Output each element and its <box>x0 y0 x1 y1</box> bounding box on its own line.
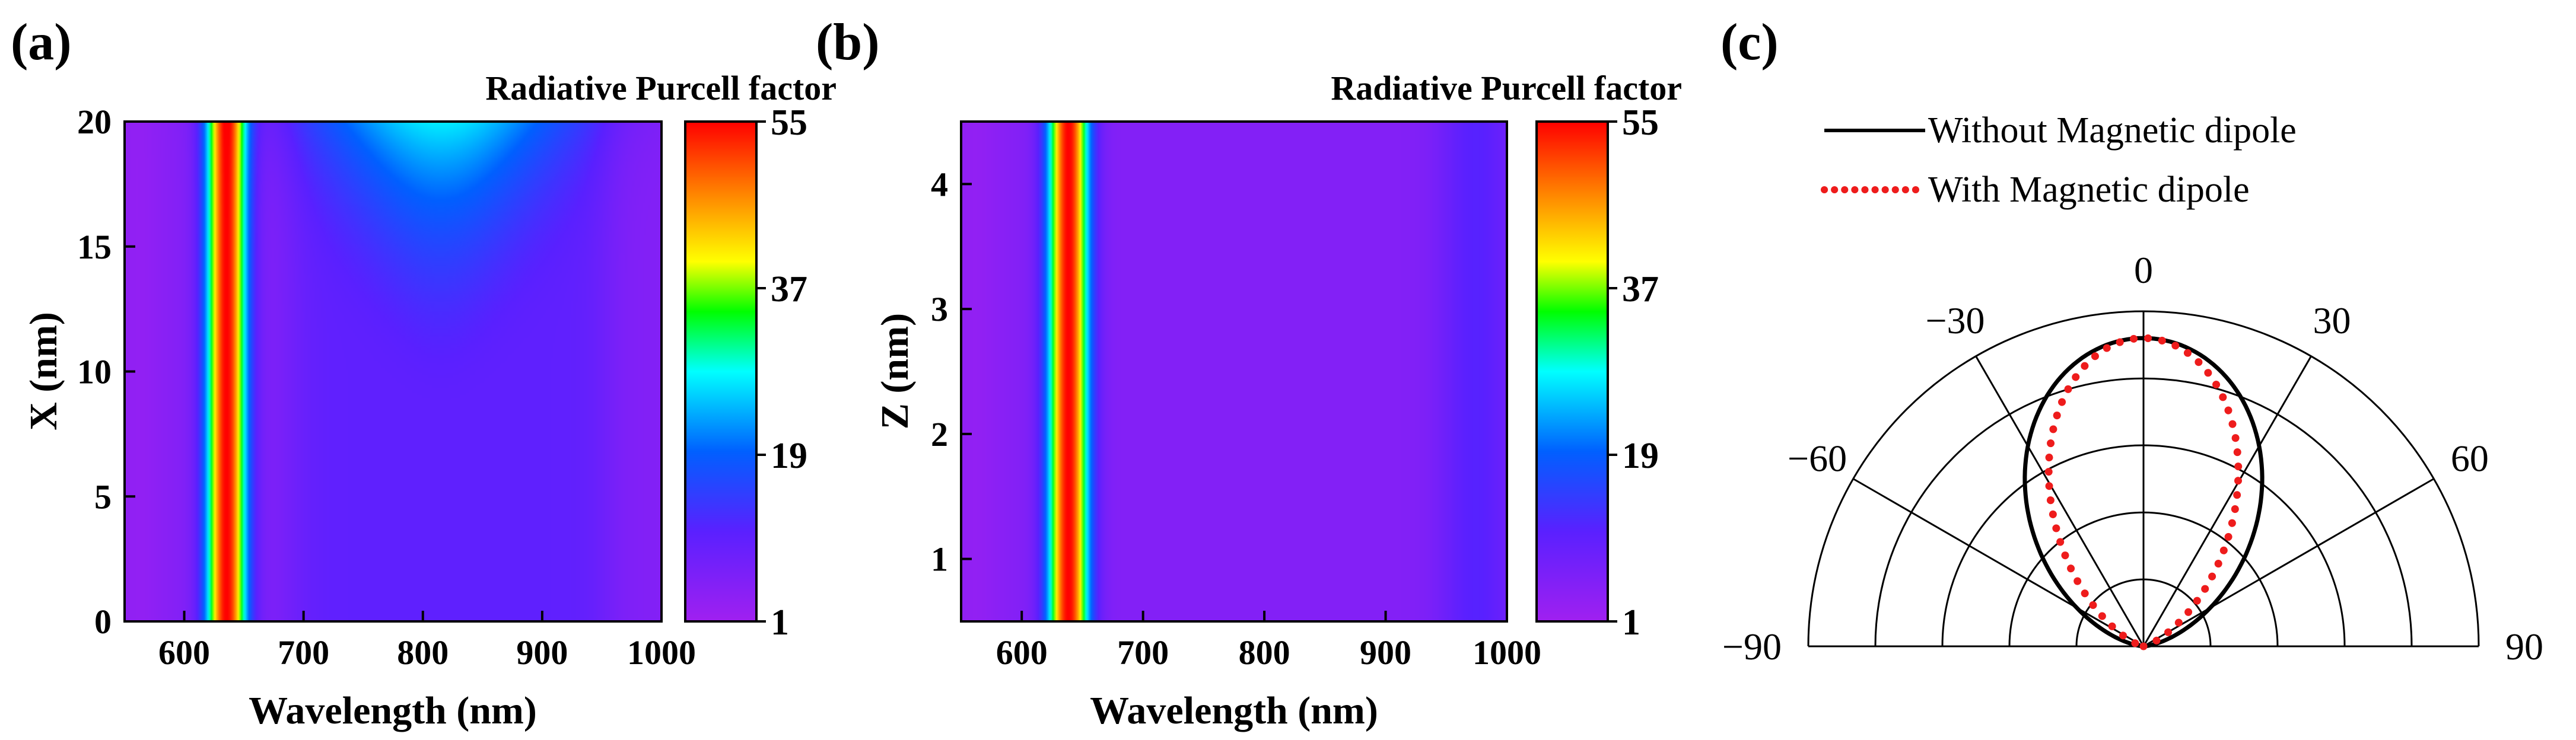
panel-b-axis-ticks: 600 700 800 900 1000 1 2 3 4 <box>931 165 1541 672</box>
panel-b-plot-frame <box>960 120 1508 623</box>
polar-angle-label: −30 <box>1925 299 1985 342</box>
panel-c-polar: (c) Without Magnetic dipole With Magneti… <box>1720 14 2543 668</box>
y-tick-label: 0 <box>94 602 112 641</box>
panel-a-colorbar-title: Radiative Purcell factor <box>485 69 837 107</box>
panel-b-colorbar-title: Radiative Purcell factor <box>1331 69 1682 107</box>
polar-grid <box>1807 310 2480 648</box>
x-tick-label: 800 <box>1239 633 1290 672</box>
panel-b-heatmap: (b) Radiative Purcell factor 600 700 800 90… <box>816 14 1682 732</box>
polar-angle-labels: 90 60 30 0 −30 −60 −90 <box>1722 249 2543 668</box>
colorbar-tick-label: 19 <box>1622 436 1659 476</box>
polar-angle-spoke <box>2143 478 2435 648</box>
y-tick-label: 4 <box>931 165 948 203</box>
polar-angle-spoke <box>1852 478 2144 648</box>
y-tick-label: 5 <box>94 477 112 516</box>
y-tick-label: 1 <box>931 540 948 579</box>
panel-a-label: (a) <box>11 14 72 71</box>
polar-angle-label: 0 <box>2134 249 2153 291</box>
series-without-magnetic-dipole-curve <box>2022 336 2265 649</box>
panel-b-colorbar-ticks: 1 19 37 55 <box>1608 103 1659 643</box>
panel-a-heatmap: (a) Radiative Purcell factor 600 700 800 90… <box>11 14 837 732</box>
x-tick-label: 1000 <box>1473 633 1541 672</box>
panel-b-colorbar <box>1535 120 1609 623</box>
polar-angle-label: 60 <box>2451 438 2489 480</box>
colorbar-tick-label: 19 <box>771 436 807 476</box>
panel-b-label: (b) <box>816 14 880 71</box>
legend: Without Magnetic dipole With Magnetic di… <box>1821 110 2297 210</box>
polar-angle-label: −90 <box>1722 626 1782 668</box>
x-tick-label: 1000 <box>627 633 696 672</box>
x-tick-label: 900 <box>516 633 568 672</box>
panel-a-colorbar-ticks: 1 19 37 55 <box>756 103 807 643</box>
x-tick-label: 800 <box>397 633 449 672</box>
colorbar-tick-label: 55 <box>771 103 807 143</box>
y-tick-label: 10 <box>77 353 112 391</box>
x-tick-label: 600 <box>158 633 210 672</box>
x-tick-label: 900 <box>1360 633 1411 672</box>
legend-label-without: Without Magnetic dipole <box>1928 110 2297 151</box>
panel-a-axis-ticks: 600 700 800 900 1000 0 5 10 15 20 <box>77 103 696 672</box>
y-tick-label: 20 <box>77 103 112 141</box>
colorbar-tick-label: 55 <box>1622 103 1659 143</box>
x-tick-label: 700 <box>278 633 329 672</box>
panel-a-xlabel: Wavelength (nm) <box>249 689 537 732</box>
colorbar-tick-label: 1 <box>1622 602 1640 643</box>
polar-angle-spoke <box>2142 355 2312 647</box>
polar-angle-label: −60 <box>1788 438 1847 480</box>
legend-label-with: With Magnetic dipole <box>1928 170 2250 210</box>
colorbar-tick-label: 37 <box>1622 269 1659 310</box>
y-tick-label: 2 <box>931 415 948 454</box>
panel-a-colorbar <box>684 120 758 623</box>
panel-b-xlabel: Wavelength (nm) <box>1090 689 1378 732</box>
panel-b-heatmap-image <box>961 122 1507 621</box>
colorbar-tick-label: 1 <box>771 602 789 643</box>
polar-angle-label: 30 <box>2313 299 2351 342</box>
panel-c-label: (c) <box>1720 14 1779 71</box>
polar-angle-label: 90 <box>2505 626 2543 668</box>
polar-angle-spoke <box>1975 355 2145 647</box>
x-tick-label: 600 <box>996 633 1048 672</box>
panel-a-ylabel: X (nm) <box>22 312 65 430</box>
colorbar-tick-label: 37 <box>771 269 807 310</box>
series-with-magnetic-dipole-curve <box>2044 334 2243 650</box>
y-tick-label: 3 <box>931 290 948 328</box>
panel-b-ylabel: Z (nm) <box>873 313 917 429</box>
x-tick-label: 700 <box>1117 633 1169 672</box>
panel-a-heatmap-image <box>125 122 662 621</box>
y-tick-label: 15 <box>77 228 112 266</box>
